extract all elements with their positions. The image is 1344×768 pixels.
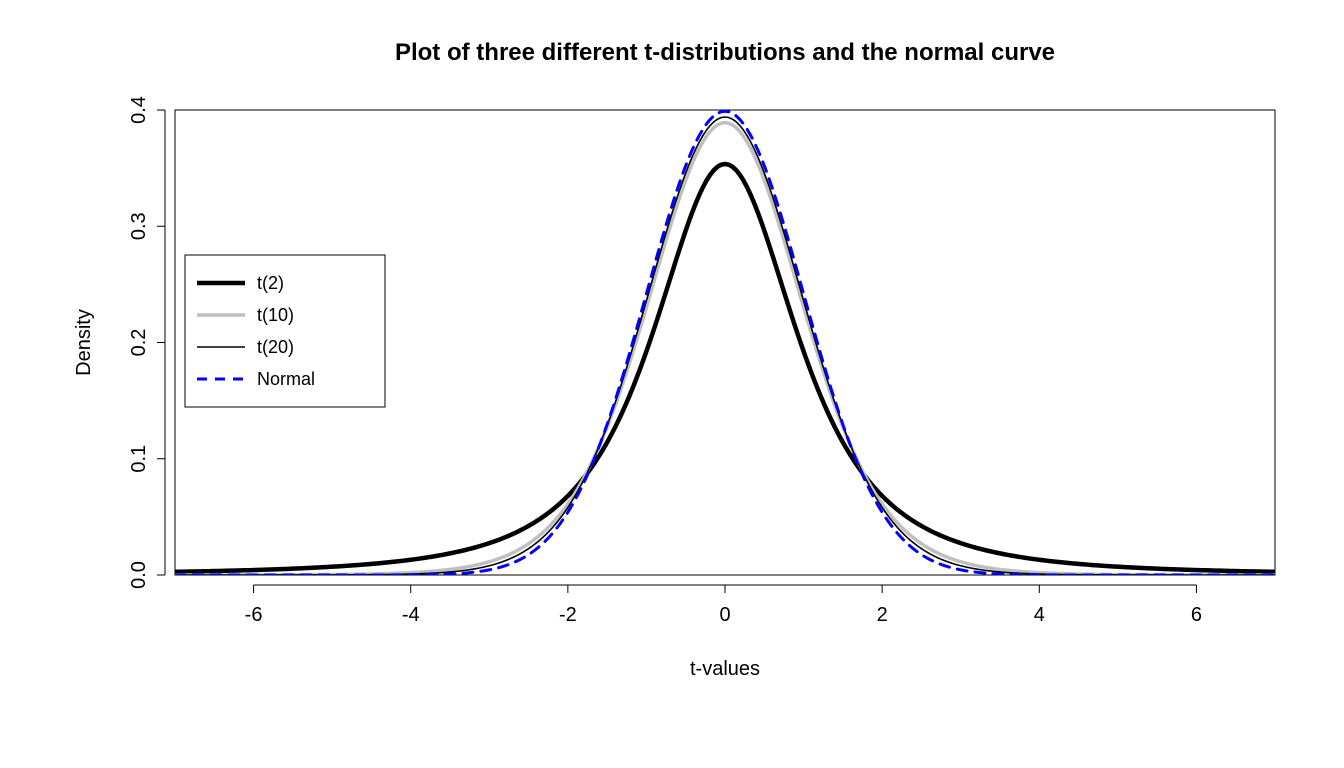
x-tick-label: 4: [1034, 604, 1045, 626]
legend-label: t(10): [257, 305, 294, 325]
x-tick-label: 0: [719, 604, 730, 626]
chart-container: Plot of three different t-distributions …: [0, 0, 1344, 768]
legend-label: Normal: [257, 369, 315, 389]
chart-title: Plot of three different t-distributions …: [395, 39, 1055, 66]
x-tick-label: -4: [402, 604, 420, 626]
x-tick-label: -2: [559, 604, 577, 626]
legend-label: t(20): [257, 337, 294, 357]
y-axis-label: Density: [73, 309, 95, 376]
legend-label: t(2): [257, 273, 284, 293]
x-tick-label: -6: [245, 604, 263, 626]
x-axis-label: t-values: [690, 658, 760, 680]
y-tick-label: 0.3: [128, 212, 150, 240]
y-tick-label: 0.2: [128, 329, 150, 357]
y-tick-label: 0.1: [128, 445, 150, 473]
y-tick-label: 0.4: [128, 96, 150, 124]
x-tick-label: 2: [877, 604, 888, 626]
x-tick-label: 6: [1191, 604, 1202, 626]
density-chart: Plot of three different t-distributions …: [0, 0, 1344, 768]
y-tick-label: 0.0: [128, 561, 150, 589]
